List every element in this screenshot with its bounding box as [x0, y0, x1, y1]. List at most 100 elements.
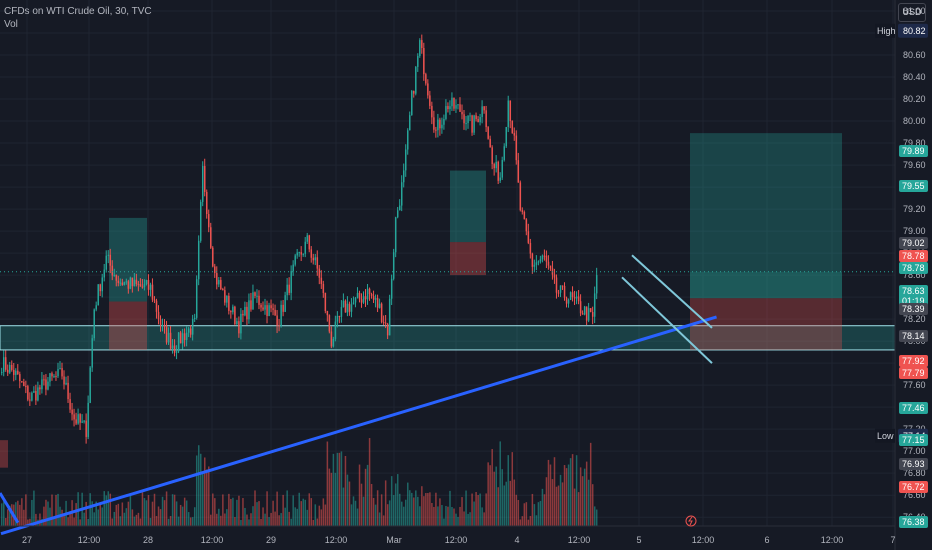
candle-up — [113, 274, 116, 276]
volume-bar — [316, 518, 319, 526]
volume-bar — [394, 483, 397, 526]
candle-down — [155, 300, 158, 312]
position-target-zone — [690, 133, 842, 272]
volume-bar — [222, 494, 224, 526]
candle-down — [71, 409, 73, 415]
volume-bar — [417, 496, 419, 526]
volume-bar — [583, 468, 586, 526]
candle-down — [461, 111, 463, 115]
volume-bar — [344, 455, 347, 526]
candle-down — [61, 368, 63, 377]
candle-up — [232, 306, 234, 313]
volume-bar — [151, 501, 154, 526]
candle-up — [467, 115, 469, 124]
volume-bar — [338, 452, 341, 526]
candle-down — [23, 381, 25, 387]
candle-up — [302, 253, 304, 255]
y-tick-label: 78.60 — [903, 270, 926, 280]
price-flag — [899, 355, 928, 367]
candle-up — [193, 317, 196, 320]
y-tick-label: 76.80 — [903, 468, 926, 478]
channel-lower-line — [621, 276, 713, 364]
volume-bar — [455, 513, 457, 526]
y-tick-label: 80.00 — [903, 116, 926, 126]
volume-bar — [513, 479, 516, 526]
volume-bar — [398, 493, 401, 526]
candle-up — [107, 254, 110, 256]
candle-down — [169, 332, 172, 349]
candle-down — [348, 303, 351, 312]
candle-down — [565, 297, 568, 304]
volume-bar — [43, 506, 45, 526]
x-tick-label: 29 — [266, 535, 276, 545]
candle-down — [272, 308, 274, 310]
volume-bar — [242, 498, 244, 526]
x-tick-label: 28 — [143, 535, 153, 545]
candle-down — [577, 296, 580, 302]
volume-bar — [419, 506, 421, 526]
candle-down — [258, 295, 260, 305]
candle-up — [103, 269, 106, 278]
volume-bar — [575, 455, 578, 526]
volume-bar — [133, 516, 136, 526]
candle-down — [79, 414, 81, 423]
symbol-title[interactable]: CFDs on WTI Crude Oil, 30, TVC — [4, 6, 152, 17]
candle-down — [338, 315, 341, 317]
candle-up — [268, 305, 270, 316]
candle-up — [469, 115, 471, 117]
volume-bar — [306, 509, 309, 526]
volume-bar — [165, 491, 168, 526]
candle-up — [298, 252, 300, 254]
volume-bar — [312, 519, 315, 526]
volume-bar — [187, 512, 190, 526]
volume-bar — [29, 518, 31, 526]
candle-down — [153, 299, 156, 301]
candle-down — [581, 313, 584, 315]
volume-bar — [181, 506, 184, 526]
candle-up — [87, 402, 89, 437]
volume-bar — [473, 501, 475, 526]
candle-up — [133, 279, 136, 287]
candle-down — [45, 379, 47, 390]
volume-bar — [459, 506, 461, 526]
volume-bar — [5, 517, 7, 526]
volume-bar — [350, 504, 353, 526]
candle-up — [199, 201, 202, 241]
volume-bar — [202, 472, 204, 526]
candle-up — [187, 328, 190, 333]
volume-bar — [274, 511, 276, 526]
candle-up — [587, 308, 590, 321]
candle-down — [214, 266, 216, 274]
volume-bar — [25, 494, 27, 526]
price-flag — [899, 285, 928, 307]
candle-up — [593, 293, 596, 317]
candle-down — [421, 40, 423, 49]
volume-bar — [69, 511, 71, 526]
volume-bar — [252, 506, 254, 526]
volume-bar — [39, 513, 41, 526]
candle-down — [121, 282, 124, 285]
candle-down — [73, 414, 75, 420]
volume-bar — [390, 476, 393, 526]
candle-down — [159, 319, 162, 326]
volume-bar — [240, 519, 242, 526]
bolt-icon — [685, 515, 697, 527]
candle-down — [563, 285, 566, 298]
high-marker-text: High — [877, 26, 896, 36]
currency-button[interactable]: USD — [898, 3, 926, 22]
candle-up — [185, 332, 188, 341]
candle-up — [3, 357, 5, 372]
volume-bar — [336, 452, 339, 526]
candle-down — [238, 321, 240, 334]
candle-up — [286, 284, 288, 296]
volume-bar — [388, 500, 391, 526]
y-tick-label: 79.20 — [903, 204, 926, 214]
volume-bar — [405, 499, 407, 526]
candle-up — [236, 321, 238, 325]
volume-bar — [113, 511, 116, 526]
candle-down — [242, 313, 244, 316]
x-tick-label: 27 — [22, 535, 32, 545]
volume-bar — [386, 504, 389, 526]
